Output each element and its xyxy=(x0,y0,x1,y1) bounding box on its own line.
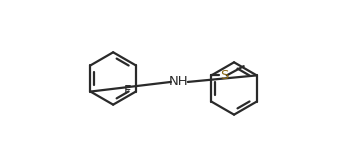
Text: NH: NH xyxy=(169,75,188,88)
Text: F: F xyxy=(124,84,131,97)
Text: S: S xyxy=(220,69,228,82)
